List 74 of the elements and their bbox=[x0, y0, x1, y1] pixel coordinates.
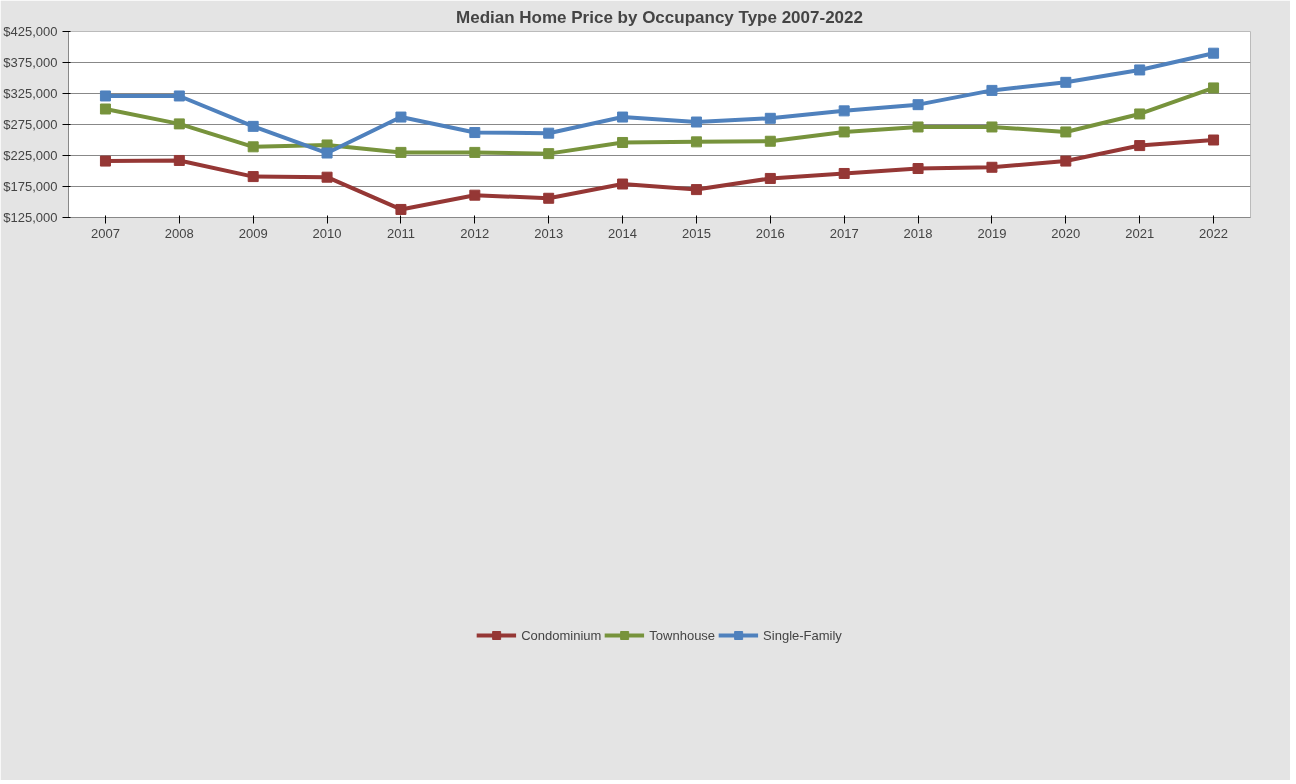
y-tick-label: $275,000 bbox=[3, 117, 58, 132]
point bbox=[247, 171, 259, 183]
y-tick-label: $325,000 bbox=[3, 86, 58, 101]
point bbox=[1060, 155, 1072, 167]
point bbox=[617, 136, 629, 148]
x-tick-label: 2019 bbox=[977, 225, 1007, 241]
point bbox=[912, 121, 924, 133]
x-tick-label: 2011 bbox=[386, 225, 415, 241]
point bbox=[99, 90, 111, 102]
point bbox=[912, 163, 924, 175]
point bbox=[543, 148, 555, 160]
x-tick-label: 2021 bbox=[1125, 225, 1155, 241]
x-tick-label: 2015 bbox=[681, 225, 711, 241]
y-tick-label: $375,000 bbox=[3, 55, 58, 70]
point bbox=[1208, 82, 1220, 94]
chart-title: Median Home Price by Occupancy Type 2007-2022 bbox=[456, 7, 863, 27]
point bbox=[838, 126, 850, 138]
point bbox=[912, 99, 924, 111]
point bbox=[1208, 47, 1220, 59]
y-tick-label: $125,000 bbox=[3, 210, 58, 225]
point bbox=[321, 171, 333, 183]
point bbox=[99, 103, 111, 115]
point bbox=[690, 116, 702, 128]
y-tick-label: $425,000 bbox=[3, 24, 58, 39]
x-tick-label: 2017 bbox=[829, 225, 859, 241]
point bbox=[1134, 140, 1146, 152]
point bbox=[247, 120, 259, 132]
point bbox=[543, 127, 555, 139]
x-tick-label: 2013 bbox=[534, 225, 564, 241]
point bbox=[173, 118, 185, 130]
point bbox=[986, 161, 998, 173]
legend-label: Single-Family bbox=[763, 627, 842, 643]
point bbox=[1060, 126, 1072, 138]
point bbox=[986, 121, 998, 133]
point bbox=[395, 111, 407, 123]
point bbox=[617, 178, 629, 190]
point bbox=[617, 111, 629, 123]
point bbox=[173, 154, 185, 166]
point bbox=[764, 112, 776, 124]
legend-label: Condominium bbox=[521, 627, 602, 643]
point bbox=[1134, 64, 1146, 76]
x-tick-label: 2016 bbox=[755, 225, 785, 241]
legend-label: Townhouse bbox=[649, 627, 716, 643]
point bbox=[469, 146, 481, 158]
point bbox=[764, 135, 776, 147]
point bbox=[469, 127, 481, 139]
point bbox=[321, 147, 333, 159]
point bbox=[690, 136, 702, 148]
point bbox=[173, 90, 185, 102]
point bbox=[395, 146, 407, 158]
x-tick-label: 2009 bbox=[238, 225, 268, 241]
y-tick-label: $175,000 bbox=[3, 179, 58, 194]
point bbox=[1060, 76, 1072, 88]
y-tick-label: $225,000 bbox=[3, 148, 58, 163]
point bbox=[395, 203, 407, 215]
point bbox=[838, 167, 850, 179]
point bbox=[469, 189, 481, 201]
point bbox=[99, 155, 111, 167]
point bbox=[543, 192, 555, 204]
point bbox=[838, 105, 850, 117]
x-tick-label: 2012 bbox=[460, 225, 490, 241]
x-tick-label: 2007 bbox=[90, 225, 120, 241]
point bbox=[690, 184, 702, 196]
point bbox=[986, 84, 998, 96]
x-tick-label: 2020 bbox=[1051, 225, 1081, 241]
x-tick-label: 2022 bbox=[1199, 225, 1229, 241]
point bbox=[1134, 108, 1146, 120]
x-tick-label: 2008 bbox=[164, 225, 194, 241]
point bbox=[764, 172, 776, 184]
x-tick-label: 2018 bbox=[903, 225, 933, 241]
point bbox=[247, 141, 259, 153]
point bbox=[1208, 134, 1220, 146]
x-tick-label: 2014 bbox=[608, 225, 638, 241]
x-tick-label: 2010 bbox=[312, 225, 342, 241]
